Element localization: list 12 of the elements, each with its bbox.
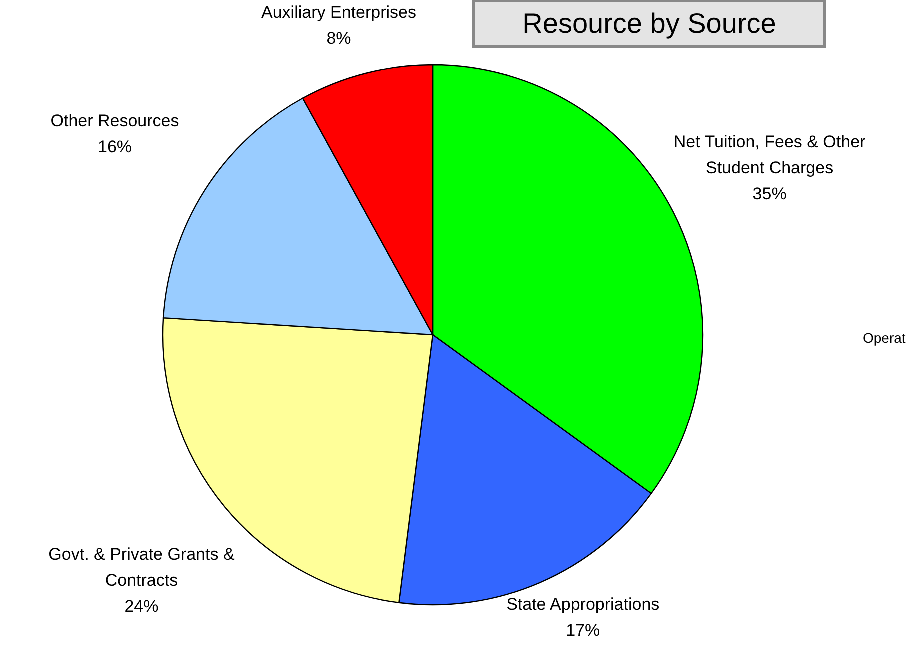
slice-label: Auxiliary Enterprises [262, 3, 416, 22]
slice-label: Net Tuition, Fees & Other Student Charges [674, 132, 866, 178]
chart-title: Resource by Source [522, 8, 776, 39]
data-label: 16% [98, 137, 132, 156]
slice-label: State Appropriations [506, 595, 660, 614]
data-label: 35% [752, 184, 787, 204]
slice-label: Other Resources [50, 111, 180, 130]
text: Operat [863, 330, 906, 346]
data-label: 24% [124, 596, 159, 616]
data-label: 17% [566, 621, 600, 640]
slice-label: Govt. & Private Grants & Contracts [48, 544, 236, 590]
data-label: 8% [326, 29, 352, 48]
